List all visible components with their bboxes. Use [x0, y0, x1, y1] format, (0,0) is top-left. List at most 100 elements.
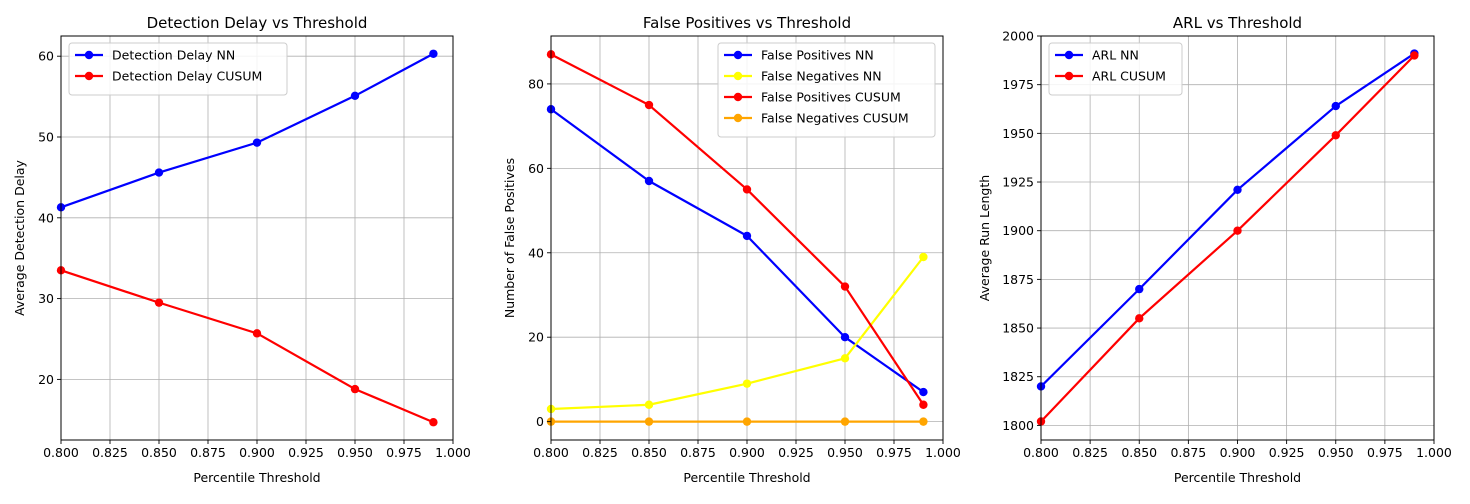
x-tick-label: 0.875: [1170, 445, 1206, 460]
data-point: [429, 49, 438, 58]
data-point: [350, 384, 360, 394]
legend-marker: [1064, 50, 1074, 60]
series-false-negatives-cusum: [546, 417, 928, 426]
legend-box: [717, 42, 936, 138]
y-tick-label: 50: [38, 130, 54, 145]
series-line: [550, 256, 925, 411]
data-point: [840, 282, 850, 291]
x-tick-label: 0.875: [190, 445, 226, 460]
y-tick-label: 1950: [1002, 126, 1034, 141]
y-tick-label: 1825: [1002, 369, 1034, 384]
legend-box: [68, 42, 288, 96]
x-axis-label: Percentile Threshold: [1174, 470, 1301, 485]
x-tick-label: 0.975: [876, 445, 912, 460]
y-tick-label: 40: [38, 210, 54, 225]
legend-label: ARL CUSUM: [1092, 69, 1166, 84]
series-line: [1040, 52, 1415, 388]
data-point: [1331, 131, 1340, 140]
legend-marker: [84, 71, 94, 81]
data-point: [840, 333, 850, 342]
x-tick-label: 0.925: [778, 445, 814, 460]
legend-label: Detection Delay CUSUM: [112, 69, 262, 84]
x-tick-label: 0.900: [1220, 445, 1256, 460]
x-tick-label: 0.825: [1072, 445, 1108, 460]
data-point: [742, 379, 752, 388]
data-point: [1233, 226, 1242, 235]
data-point: [840, 417, 850, 426]
series-false-positives-nn: [546, 105, 928, 397]
legend-label: False Negatives NN: [761, 69, 882, 84]
y-axis-label: Average Run Length: [977, 175, 992, 301]
x-tick-label: 0.825: [92, 445, 128, 460]
y-tick-label: 1975: [1002, 77, 1034, 92]
data-point: [840, 354, 850, 363]
chart-title: False Positives vs Threshold: [643, 14, 851, 32]
data-point: [252, 138, 262, 147]
y-tick-label: 1925: [1002, 175, 1034, 190]
data-point: [919, 417, 928, 426]
x-tick-label: 0.825: [582, 445, 618, 460]
x-tick-label: 1.000: [435, 445, 471, 460]
legend: Detection Delay NN Detection Delay CUSUM: [68, 42, 288, 96]
data-point: [154, 168, 164, 177]
x-axis-label: Percentile Threshold: [193, 470, 320, 485]
y-tick-label: 1875: [1002, 272, 1034, 287]
x-axis-label: Percentile Threshold: [683, 470, 810, 485]
x-tick-label: 0.925: [1269, 445, 1305, 460]
legend-label: False Positives CUSUM: [761, 90, 901, 105]
data-point: [644, 176, 654, 186]
legend-marker: [733, 113, 743, 123]
x-tick-label: 0.800: [1023, 445, 1059, 460]
legend-marker: [733, 92, 743, 102]
x-tick-label: 0.975: [386, 445, 422, 460]
legend-marker: [733, 50, 743, 60]
y-tick-label: 40: [528, 245, 544, 260]
x-tick-label: 0.800: [533, 445, 569, 460]
data-point: [252, 329, 262, 338]
y-tick-label: 1900: [1002, 223, 1034, 238]
legend-marker: [733, 71, 743, 81]
series-detection-delay-cusum: [56, 266, 438, 427]
y-tick-label: 1850: [1002, 321, 1034, 336]
data-point: [429, 418, 438, 427]
x-tick-label: 0.950: [1318, 445, 1354, 460]
chart-title: ARL vs Threshold: [1173, 14, 1302, 32]
y-tick-label: 30: [38, 291, 54, 306]
grid: [60, 36, 454, 440]
legend-marker: [84, 50, 94, 60]
data-point: [919, 400, 928, 409]
legend: ARL NN ARL CUSUM: [1048, 42, 1183, 96]
x-tick-label: 1.000: [925, 445, 961, 460]
series-line: [60, 269, 434, 424]
y-tick-label: 2000: [1002, 29, 1034, 44]
data-point: [154, 298, 164, 307]
y-tick-label: 20: [38, 372, 54, 387]
x-tick-label: 0.900: [729, 445, 765, 460]
x-tick-label: 0.850: [631, 445, 667, 460]
x-tick-label: 1.000: [1416, 445, 1452, 460]
data-point: [644, 417, 654, 426]
x-tick-label: 0.975: [1367, 445, 1403, 460]
x-tick-label: 0.925: [288, 445, 324, 460]
y-tick-label: 80: [528, 76, 544, 91]
x-tick-label: 0.950: [337, 445, 373, 460]
data-point: [742, 231, 752, 241]
data-point: [1135, 284, 1144, 294]
x-tick-label: 0.950: [827, 445, 863, 460]
y-tick-label: 60: [38, 49, 54, 64]
legend: False Positives NN False Negatives NN Fals…: [717, 42, 936, 138]
series-detection-delay-nn: [56, 49, 438, 212]
data-point: [742, 185, 752, 194]
data-point: [1331, 101, 1340, 111]
x-tick-label: 0.850: [141, 445, 177, 460]
data-point: [919, 387, 928, 397]
legend-label: False Positives NN: [761, 48, 874, 63]
chart-title: Detection Delay vs Threshold: [147, 14, 368, 32]
series-arl-nn: [1036, 49, 1419, 391]
data-point: [1233, 185, 1242, 195]
x-tick-label: 0.900: [239, 445, 275, 460]
x-tick-label: 0.875: [680, 445, 716, 460]
legend-label: Detection Delay NN: [112, 48, 235, 63]
